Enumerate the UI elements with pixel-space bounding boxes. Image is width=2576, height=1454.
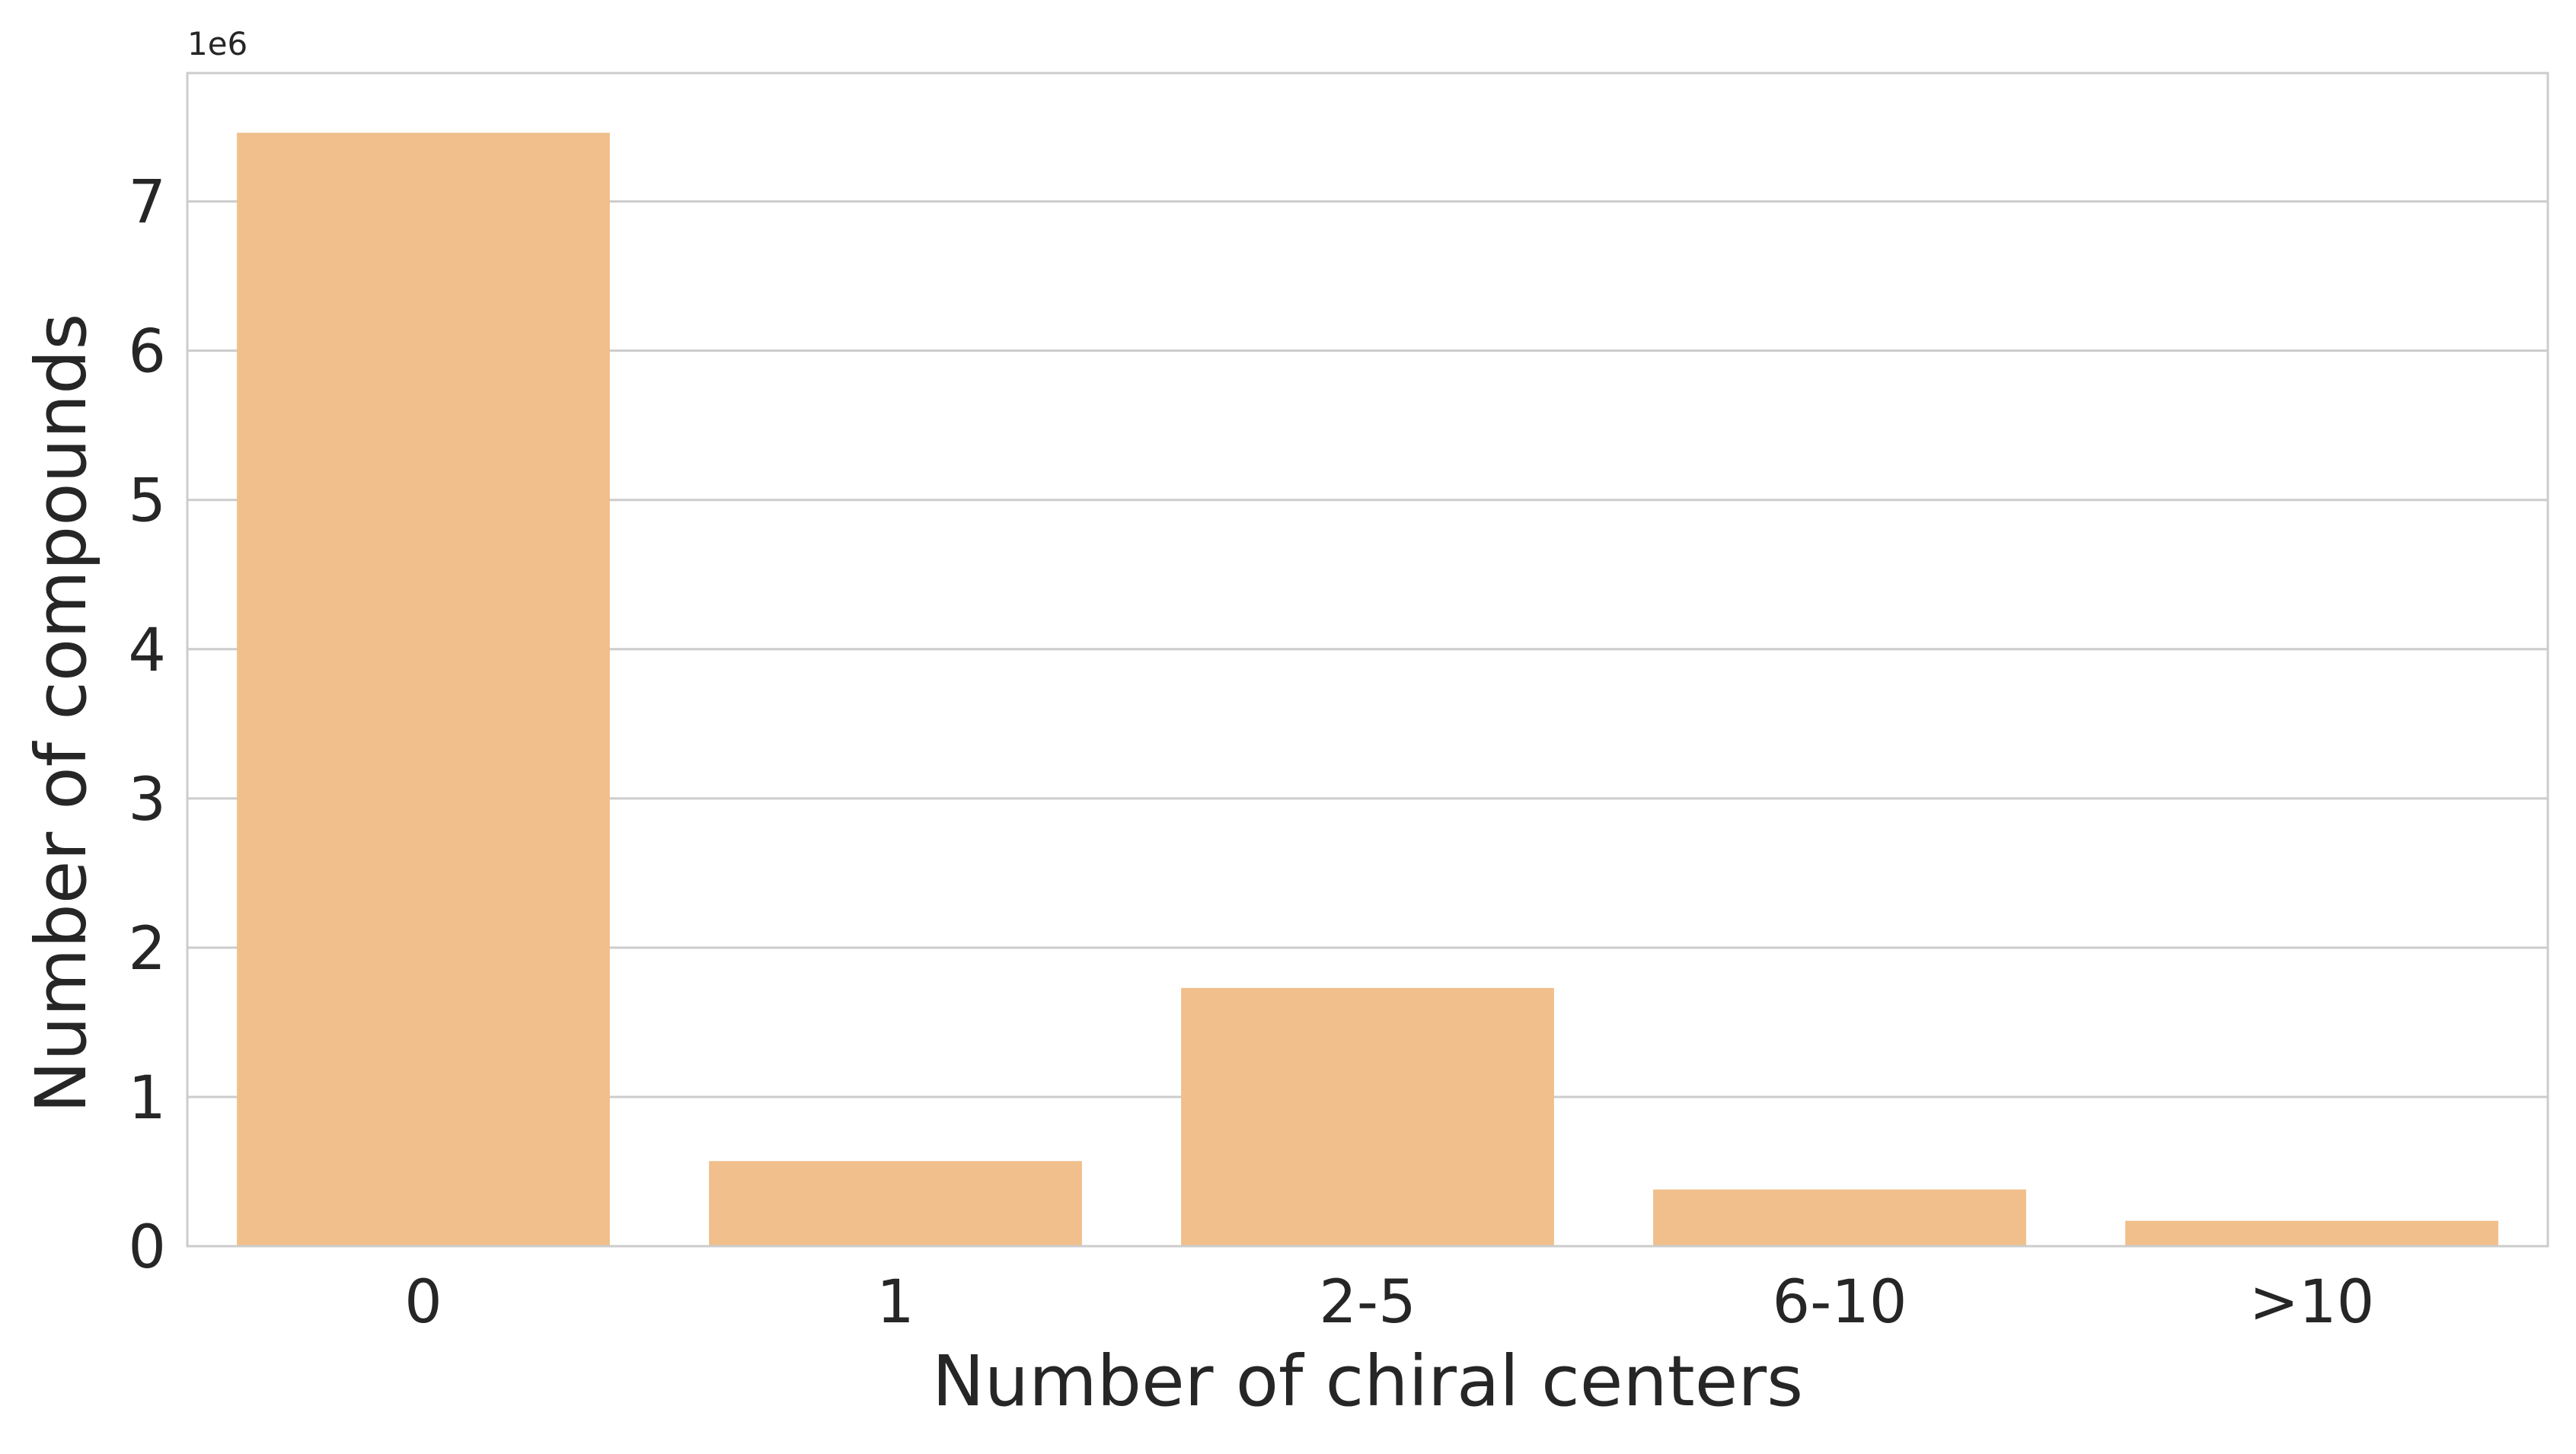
y-axis-label: Number of compounds: [21, 314, 102, 1114]
bar->10: [2125, 1221, 2498, 1246]
bar-6-10: [1653, 1189, 2026, 1246]
y-tick-label: 2: [128, 915, 166, 984]
y-tick-label: 5: [128, 467, 166, 536]
bar-1: [709, 1161, 1082, 1246]
y-tick-label: 6: [128, 318, 166, 387]
x-tick-label: 2-5: [1319, 1268, 1416, 1337]
x-tick-label: >10: [2249, 1268, 2375, 1337]
x-tick-label: 1: [876, 1268, 915, 1337]
x-axis-label: Number of chiral centers: [932, 1341, 1803, 1422]
bar-0: [237, 132, 610, 1246]
y-tick-label: 0: [128, 1213, 166, 1282]
y-scale-label: 1e6: [187, 25, 247, 62]
y-tick-labels: 0 1 2 3 4 5 6 7: [128, 169, 166, 1282]
x-tick-labels: 0 1 2-5 6-10 >10: [404, 1268, 2374, 1337]
y-tick-label: 3: [128, 766, 166, 834]
x-tick-label: 6-10: [1772, 1268, 1907, 1337]
y-tick-label: 1: [128, 1064, 166, 1133]
bars: [237, 132, 2498, 1246]
bar-2-5: [1181, 988, 1554, 1246]
y-tick-label: 7: [128, 169, 166, 238]
x-tick-label: 0: [404, 1268, 442, 1337]
y-tick-label: 4: [128, 617, 166, 685]
